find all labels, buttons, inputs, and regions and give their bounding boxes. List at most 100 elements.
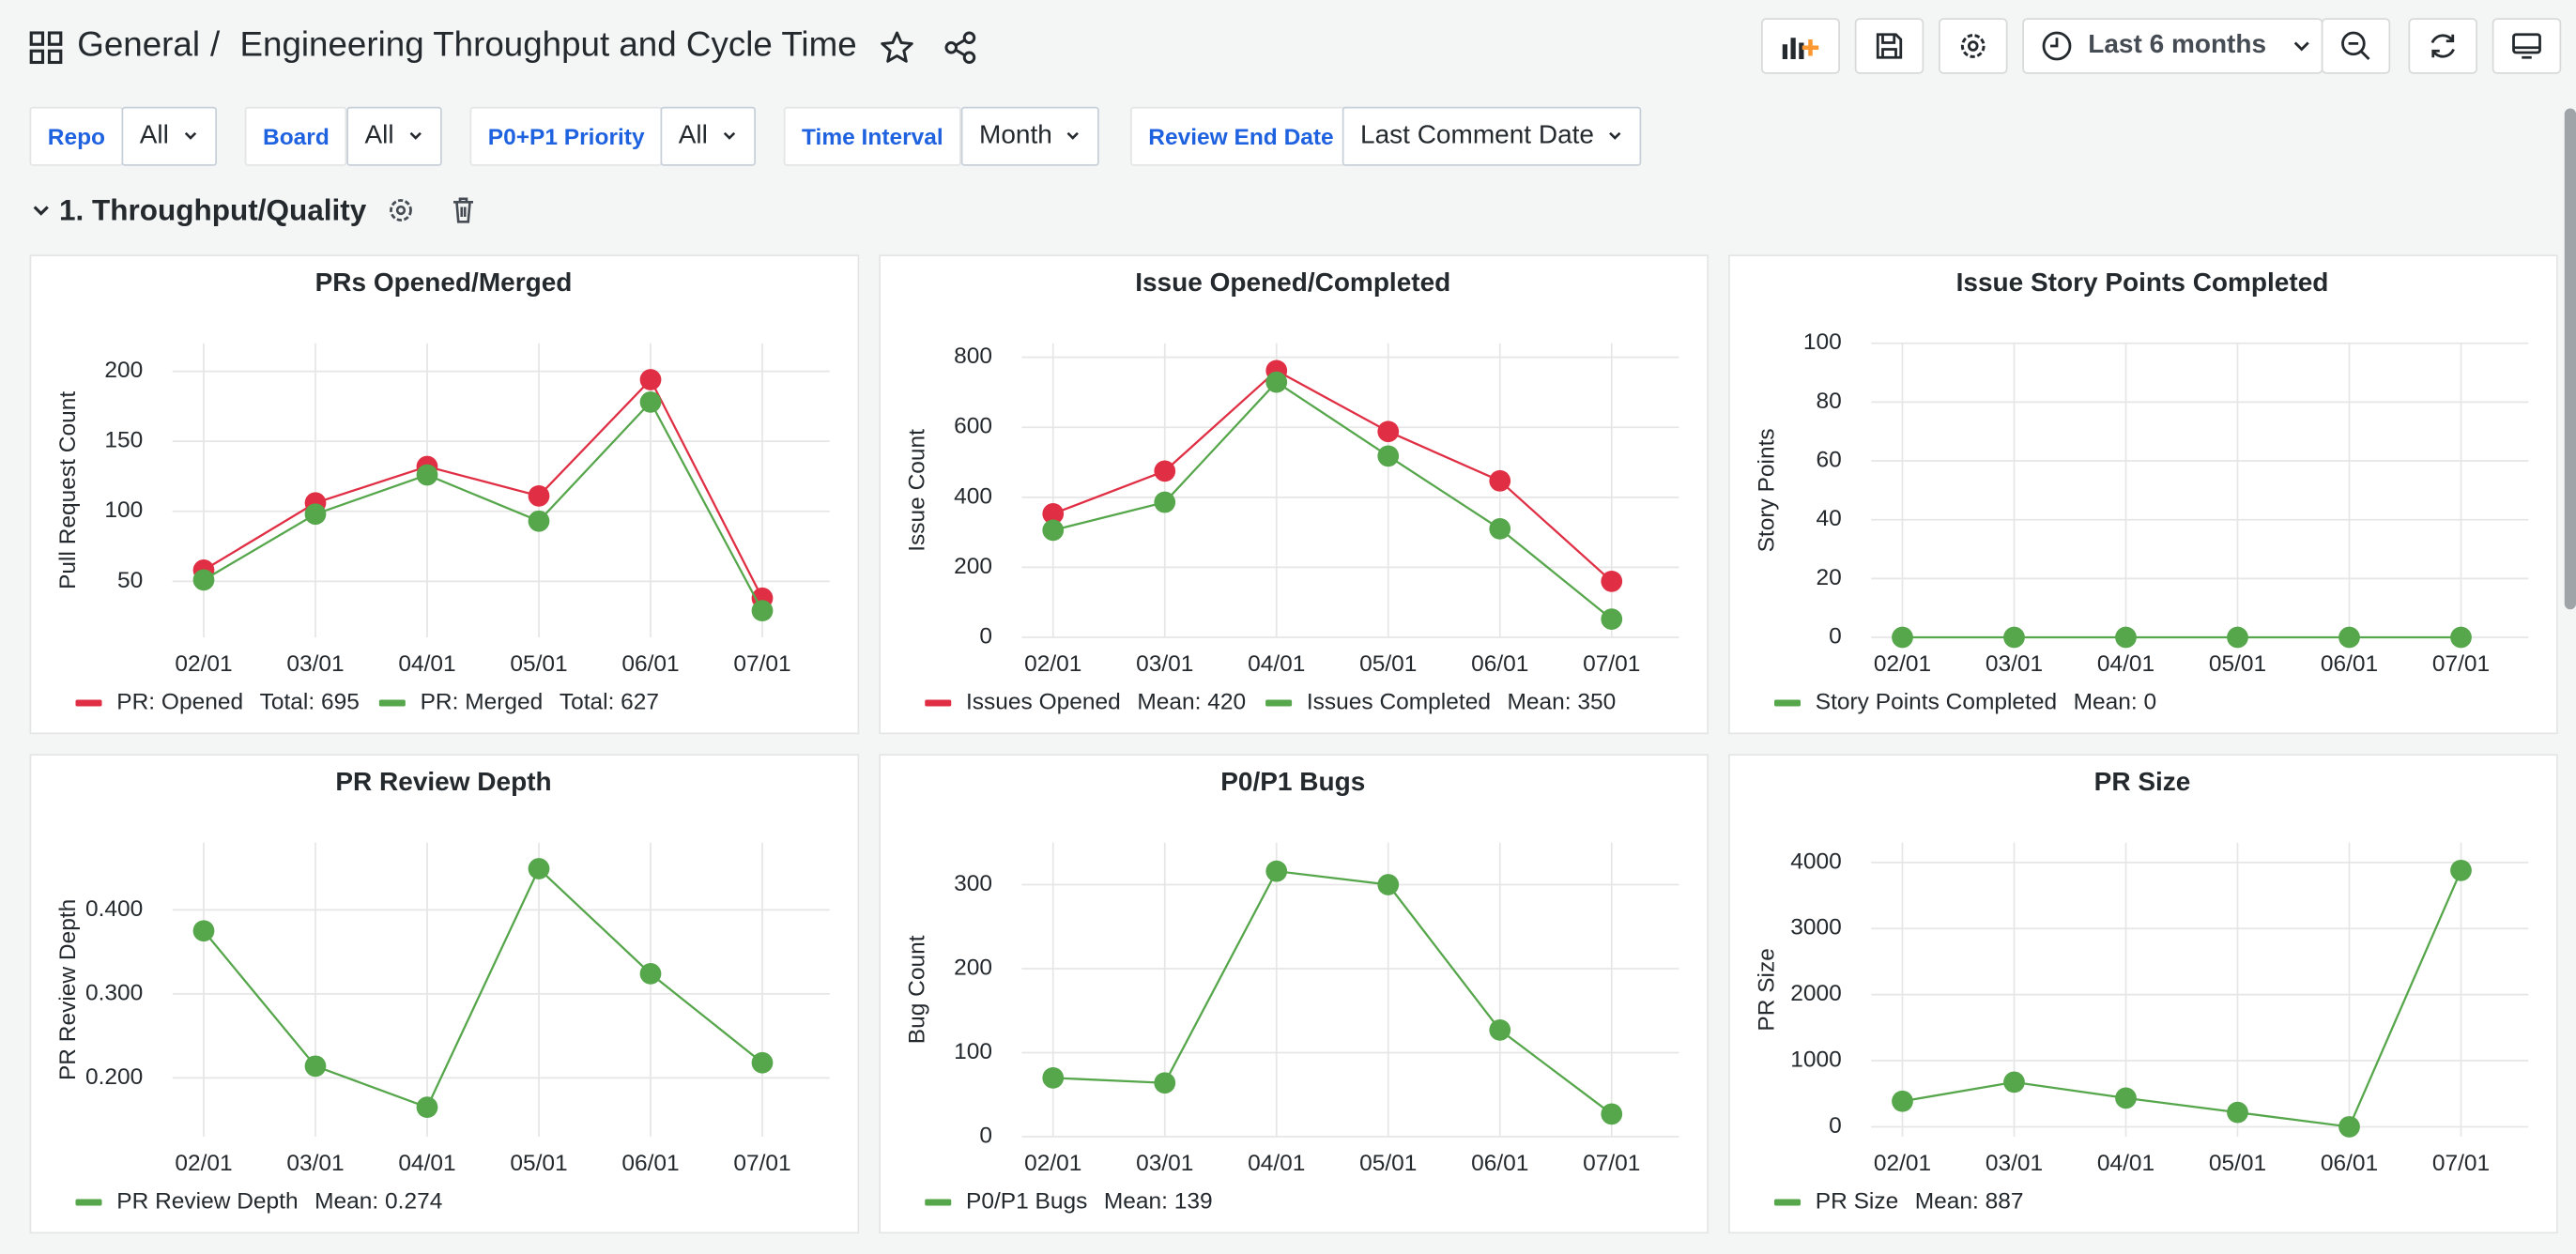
series-line bbox=[1052, 369, 1613, 583]
data-point bbox=[1042, 519, 1065, 542]
legend-swatch bbox=[925, 1199, 952, 1206]
x-tick-label: 04/01 bbox=[2097, 651, 2154, 677]
data-point bbox=[1377, 874, 1400, 895]
zoom-out-icon bbox=[2341, 31, 2370, 60]
y-tick-label: 0.200 bbox=[85, 1064, 143, 1090]
data-point bbox=[639, 391, 662, 413]
add-panel-icon bbox=[1782, 38, 1819, 59]
panel-title: PR Size bbox=[2094, 767, 2191, 796]
legend-label: Issues Completed bbox=[1307, 689, 1491, 714]
scrollbar[interactable] bbox=[2564, 108, 2576, 610]
panel[interactable]: PRs Opened/Merged Pull Request Count 50 100… bbox=[29, 254, 860, 735]
y-tick-label: 4000 bbox=[1790, 849, 1842, 874]
panel-title: PRs Opened/Merged bbox=[315, 268, 573, 297]
section-title[interactable]: 1. Throughput/Quality bbox=[59, 193, 367, 227]
legend-label: P0/P1 Bugs bbox=[966, 1188, 1087, 1214]
x-tick-label: 05/01 bbox=[2209, 651, 2266, 677]
data-point bbox=[1601, 608, 1623, 630]
x-tick-label: 02/01 bbox=[1024, 651, 1081, 677]
refresh-icon bbox=[2430, 34, 2455, 58]
y-tick-label: 0 bbox=[979, 1123, 992, 1148]
filter-value: Last Comment Date bbox=[1360, 121, 1594, 150]
x-tick-label: 07/01 bbox=[733, 651, 790, 677]
filter-dropdown[interactable]: Last Comment Date bbox=[1342, 106, 1642, 166]
y-tick-label: 20 bbox=[1816, 565, 1841, 590]
data-point bbox=[1489, 469, 1511, 492]
panel-title: PR Review Depth bbox=[335, 767, 551, 796]
x-tick-label: 07/01 bbox=[1583, 1151, 1640, 1176]
row-settings-icon[interactable] bbox=[386, 195, 416, 225]
y-tick-label: 100 bbox=[1803, 329, 1842, 355]
row-delete-icon[interactable] bbox=[449, 195, 479, 225]
y-tick-label: 0 bbox=[1829, 1113, 1842, 1139]
data-point bbox=[528, 858, 550, 879]
data-point bbox=[2338, 1116, 2360, 1138]
filter-label: Repo bbox=[29, 106, 124, 166]
y-tick-label: 60 bbox=[1816, 448, 1841, 473]
settings-button[interactable] bbox=[1939, 18, 2008, 74]
x-tick-label: 05/01 bbox=[1359, 651, 1417, 677]
data-point bbox=[1892, 626, 1913, 649]
panel[interactable]: Issue Opened/Completed Issue Count 0 200 400… bbox=[879, 254, 1709, 735]
y-tick-label: 100 bbox=[954, 1039, 992, 1064]
star-icon[interactable] bbox=[879, 30, 915, 67]
collapse-icon[interactable] bbox=[30, 199, 54, 222]
legend-label: Story Points Completed bbox=[1816, 689, 2057, 714]
x-tick-label: 05/01 bbox=[1359, 1151, 1417, 1176]
data-point bbox=[416, 1096, 438, 1119]
panel[interactable]: PR Review Depth PR Review Depth 0.200 0.300… bbox=[29, 754, 860, 1234]
x-tick-label: 06/01 bbox=[621, 651, 679, 677]
save-button[interactable] bbox=[1854, 18, 1924, 74]
y-tick-label: 0 bbox=[979, 623, 992, 649]
zoom-out-button[interactable] bbox=[2321, 18, 2391, 74]
x-tick-label: 03/01 bbox=[1136, 651, 1193, 677]
data-point bbox=[1154, 491, 1176, 513]
data-point bbox=[2227, 626, 2248, 649]
x-tick-label: 02/01 bbox=[1874, 651, 1931, 677]
data-point bbox=[1601, 570, 1623, 592]
filter-dropdown[interactable]: All bbox=[346, 106, 442, 166]
filter-dropdown[interactable]: All bbox=[660, 106, 756, 166]
legend-swatch bbox=[1265, 699, 1293, 707]
y-tick-label: 600 bbox=[954, 414, 992, 439]
filter-dropdown[interactable]: Month bbox=[960, 106, 1100, 166]
refresh-button[interactable] bbox=[2408, 18, 2477, 74]
share-icon[interactable] bbox=[943, 30, 980, 67]
legend-stat: Mean: 0.274 bbox=[314, 1188, 442, 1214]
x-tick-label: 03/01 bbox=[1986, 1151, 2043, 1176]
save-icon bbox=[1876, 33, 1903, 59]
filter-dropdown[interactable]: All bbox=[121, 106, 217, 166]
filter-value: All bbox=[678, 121, 708, 150]
data-point bbox=[639, 962, 662, 985]
tv-mode-button[interactable] bbox=[2492, 18, 2562, 74]
x-tick-label: 07/01 bbox=[2432, 1151, 2490, 1176]
legend-swatch bbox=[1774, 1199, 1801, 1206]
legend-stat: Mean: 420 bbox=[1137, 689, 1246, 714]
legend-stat: Mean: 887 bbox=[1915, 1188, 2024, 1214]
breadcrumb-root[interactable]: General bbox=[77, 26, 201, 65]
x-tick-label: 02/01 bbox=[175, 1151, 232, 1176]
panel[interactable]: PR Size PR Size 0 1000 2000 3000 4000 02/01 03/0… bbox=[1728, 754, 2558, 1234]
series-line bbox=[203, 400, 764, 612]
filter-value: All bbox=[139, 121, 169, 150]
panel[interactable]: P0/P1 Bugs Bug Count 0 100 200 300 02/01 03/01 0… bbox=[879, 754, 1709, 1234]
chart: P0/P1 Bugs Bug Count 0 100 200 300 02/01 03/01 0… bbox=[905, 767, 1679, 1214]
x-tick-label: 06/01 bbox=[2321, 1151, 2378, 1176]
panel[interactable]: Issue Story Points Completed Story Points… bbox=[1728, 254, 2558, 735]
add-panel-button[interactable] bbox=[1761, 18, 1840, 74]
legend-label: PR: Merged bbox=[421, 689, 544, 714]
data-point bbox=[416, 464, 438, 486]
y-tick-label: 1000 bbox=[1790, 1048, 1842, 1073]
time-range-picker[interactable]: Last 6 months bbox=[2022, 18, 2323, 74]
apps-icon[interactable] bbox=[29, 31, 63, 65]
x-tick-label: 07/01 bbox=[733, 1151, 790, 1176]
y-axis-label: Issue Count bbox=[905, 429, 930, 552]
data-point bbox=[1042, 502, 1065, 525]
filter-label: Time Interval bbox=[783, 106, 961, 166]
series-line bbox=[203, 377, 764, 599]
data-point bbox=[1489, 1018, 1511, 1041]
y-axis-label: Bug Count bbox=[905, 935, 930, 1044]
filter-value: All bbox=[364, 121, 394, 150]
y-tick-label: 0.300 bbox=[85, 980, 143, 1005]
